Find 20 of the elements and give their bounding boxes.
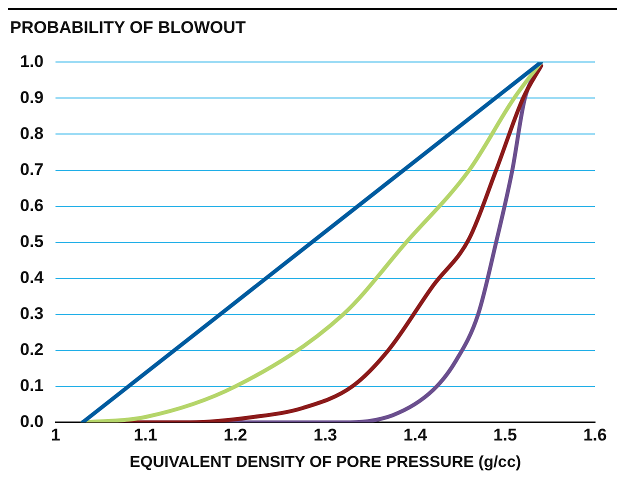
y-tick-label: 0.7 (20, 160, 44, 179)
y-tick-label: 0.1 (20, 376, 44, 396)
y-tick-label: 0.2 (20, 340, 44, 360)
x-tick-label: 1 (50, 425, 60, 444)
x-tick-label: 1.5 (493, 425, 517, 444)
x-tick-label: 1.3 (313, 425, 338, 444)
y-tick-label: 0.5 (20, 232, 44, 251)
chart-title: PROBABILITY OF BLOWOUT (10, 18, 247, 38)
x-tick-label: 1.4 (403, 425, 428, 444)
y-tick-label: 0.3 (20, 304, 44, 324)
x-axis-title: EQUIVALENT DENSITY OF PORE PRESSURE (g/cc) (130, 454, 522, 471)
x-tick-label: 1.6 (583, 425, 607, 444)
y-tick-label: 0.0 (20, 412, 44, 432)
y-tick-label: 0.9 (20, 88, 44, 107)
x-tick-label: 1.2 (224, 425, 248, 444)
y-tick-label: 1.0 (20, 52, 44, 71)
y-tick-label: 0.6 (20, 196, 44, 215)
y-tick-label: 0.4 (20, 268, 44, 288)
y-tick-label: 0.8 (20, 124, 44, 143)
x-tick-label: 1.1 (134, 425, 158, 444)
